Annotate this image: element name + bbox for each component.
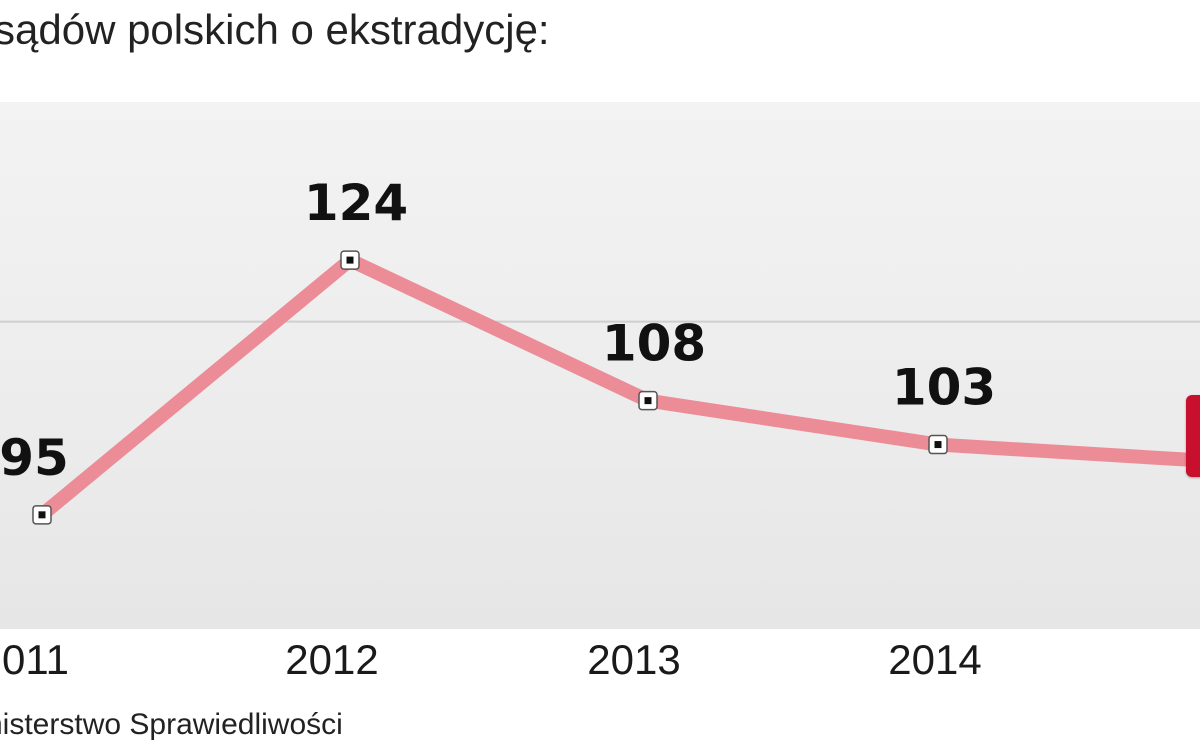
x-axis-ticks: 0112012201320142 xyxy=(2,636,982,683)
chart-subtitle: sądów polskich o ekstradycję: xyxy=(0,6,550,53)
x-tick-label: 011 xyxy=(2,636,69,683)
source-note: nisterstwo Sprawiedliwości xyxy=(0,708,343,741)
x-tick-label: 2012 xyxy=(285,636,378,683)
data-label: 103 xyxy=(892,359,996,417)
plot-area xyxy=(0,102,1200,629)
data-point-marker-center xyxy=(644,397,652,405)
data-label: 108 xyxy=(602,315,706,373)
series-line xyxy=(37,253,1200,521)
point-markers xyxy=(32,250,948,525)
data-point-marker-center xyxy=(38,511,46,519)
data-label: 95 xyxy=(0,429,69,487)
x-tick-label: 2013 xyxy=(587,636,680,683)
red-badge-icon xyxy=(1186,395,1200,477)
x-tick-label: 2014 xyxy=(888,636,981,683)
data-label: 124 xyxy=(304,174,408,232)
data-point-marker-center xyxy=(934,441,942,449)
data-point-marker-center xyxy=(346,256,354,264)
value-labels: 95 124 108 103 xyxy=(0,174,996,487)
